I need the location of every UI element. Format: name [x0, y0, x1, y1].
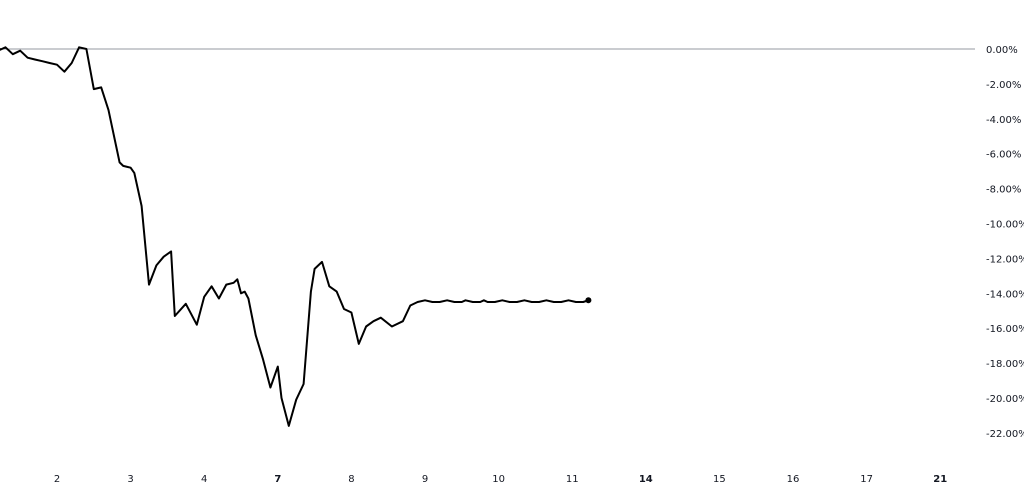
x-tick-label: 16 — [787, 474, 800, 485]
y-tick-label: -16.00% — [986, 324, 1024, 335]
last-point-marker — [585, 297, 592, 304]
y-tick-label: -12.00% — [986, 254, 1024, 265]
y-tick-label: -10.00% — [986, 220, 1024, 231]
x-tick-label: 4 — [201, 474, 207, 485]
x-tick-label: 7 — [274, 474, 281, 485]
x-tick-label: 8 — [348, 474, 354, 485]
x-tick-label: 2 — [54, 474, 60, 485]
x-tick-label: 14 — [639, 474, 653, 485]
x-tick-label: 15 — [713, 474, 726, 485]
x-axis: 2 3 4 7 8 9 10 11 14 15 16 17 21 — [54, 474, 947, 485]
x-tick-label: 17 — [860, 474, 873, 485]
y-tick-label: -8.00% — [986, 185, 1021, 196]
y-tick-label: -2.00% — [986, 80, 1021, 91]
y-tick-label: -6.00% — [986, 150, 1021, 161]
y-tick-label: -18.00% — [986, 359, 1024, 370]
y-tick-label: -20.00% — [986, 394, 1024, 405]
x-tick-label: 3 — [127, 474, 133, 485]
x-tick-label: 10 — [492, 474, 505, 485]
y-tick-label: -22.00% — [986, 429, 1024, 440]
x-tick-label: 11 — [566, 474, 579, 485]
y-axis: 0.00% -2.00% -4.00% -6.00% -8.00% -10.00% -12.… — [986, 45, 1024, 440]
x-tick-label: 21 — [933, 474, 947, 485]
y-tick-label: 0.00% — [986, 45, 1018, 56]
y-tick-label: -4.00% — [986, 115, 1021, 126]
x-tick-label: 9 — [422, 474, 428, 485]
series-line — [0, 46, 590, 427]
y-tick-label: -14.00% — [986, 289, 1024, 300]
